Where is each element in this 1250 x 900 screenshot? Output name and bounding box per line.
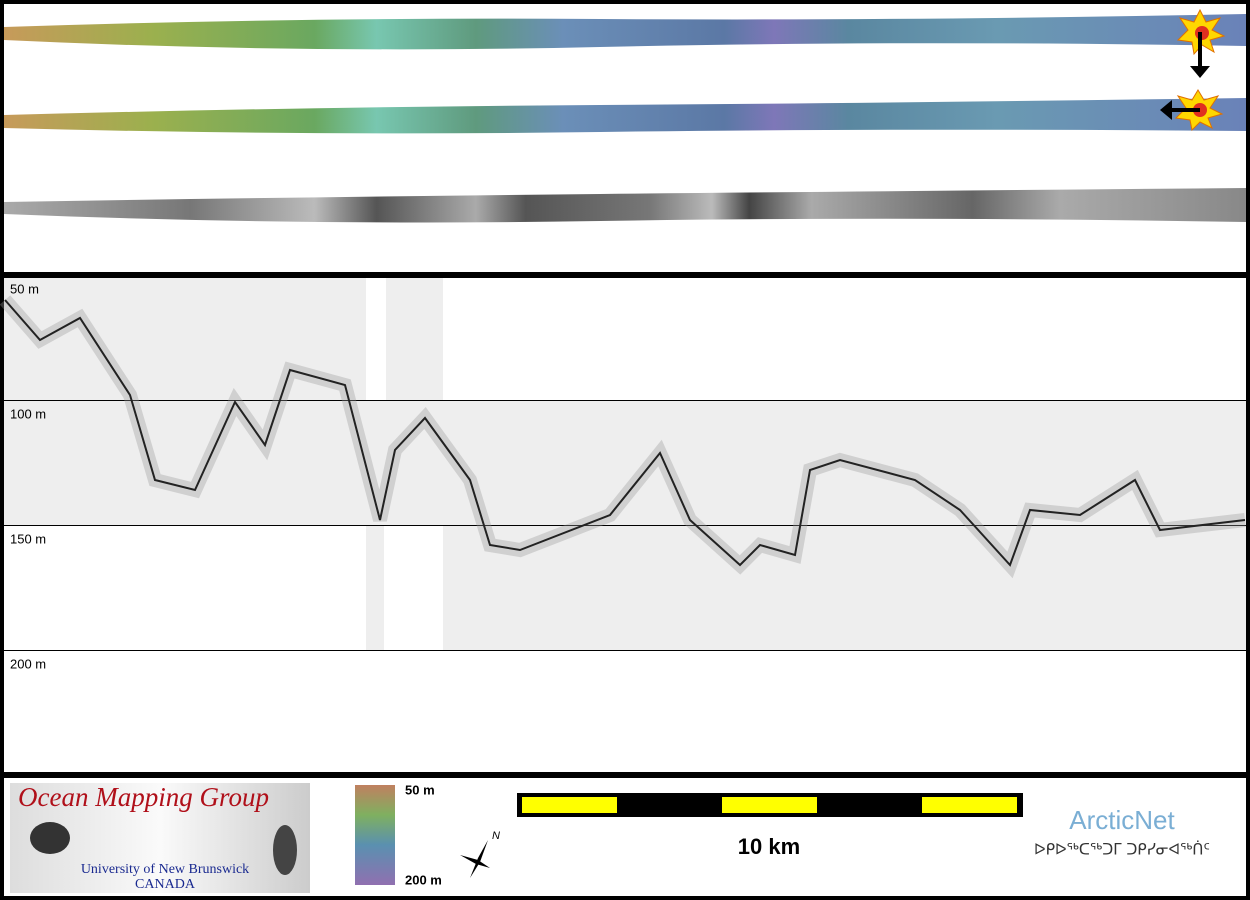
bathymetry-swath xyxy=(4,98,1246,134)
north-arrow xyxy=(460,840,490,878)
partner-syllabics: ᐅᑭᐅᖅᑕᖅᑐᒥ ᑐᑭᓯᓂᐊᖅᑏᑦ xyxy=(1034,841,1210,859)
partner-name: ArcticNet xyxy=(1069,805,1175,835)
bathymetry-swath xyxy=(4,14,1246,50)
swath-panel xyxy=(4,4,1246,272)
logo-country: CANADA xyxy=(135,877,196,892)
logo-title: Ocean Mapping Group xyxy=(18,782,269,812)
backscatter-swath xyxy=(4,188,1246,223)
scale-bar-segments xyxy=(522,797,1017,813)
scale-label: 10 km xyxy=(738,834,800,859)
echogram-coverage xyxy=(4,278,1246,650)
north-label: N xyxy=(492,830,500,842)
depth-grid xyxy=(4,400,1246,651)
logo-ship xyxy=(273,825,297,875)
logo-university: University of New Brunswick xyxy=(81,862,249,877)
arrows xyxy=(1160,32,1210,120)
colorbar xyxy=(355,785,395,885)
logo-ship xyxy=(30,822,70,854)
depth-label: 100 m xyxy=(10,406,46,421)
depth-label: 50 m xyxy=(10,281,39,296)
colorbar-label: 200 m xyxy=(405,872,442,887)
depth-label: 200 m xyxy=(10,656,46,671)
colorbar-label: 50 m xyxy=(405,782,435,797)
depth-label: 150 m xyxy=(10,531,46,546)
seafloor-line xyxy=(4,299,1246,567)
